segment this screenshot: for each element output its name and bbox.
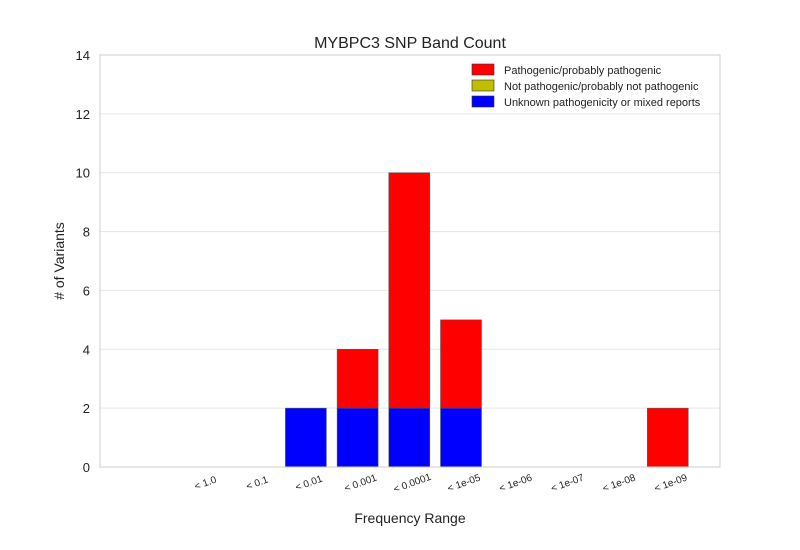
bar-unknown bbox=[440, 407, 482, 468]
bar-unknown bbox=[336, 407, 379, 468]
bar-pathogenic bbox=[336, 349, 379, 409]
legend-label-pathogenic: Pathogenic/probably pathogenic bbox=[504, 65, 662, 77]
x-tick-label: < 1e-05 bbox=[446, 472, 482, 494]
bar-pathogenic bbox=[647, 407, 689, 468]
x-tick-label: < 1.0 bbox=[193, 474, 218, 492]
x-tick-labels: < 1.0 < 0.1 < 0.01 < 0.001 < 0.0001 < 1e-05 < … bbox=[193, 472, 689, 496]
legend-swatch-not-pathogenic bbox=[471, 79, 495, 92]
bar-unknown bbox=[285, 407, 327, 468]
y-tick-label: 14 bbox=[76, 48, 90, 63]
bar-pathogenic bbox=[440, 319, 482, 409]
y-tick-label: 6 bbox=[83, 283, 90, 298]
plot-area-frame bbox=[99, 54, 721, 468]
y-axis-label: # of Variants bbox=[51, 222, 67, 300]
x-tick-label: < 0.01 bbox=[294, 474, 325, 494]
y-tick-label: 10 bbox=[76, 166, 90, 181]
legend-swatch-pathogenic bbox=[471, 63, 495, 76]
x-tick-label: < 0.1 bbox=[245, 474, 270, 492]
x-tick-label: < 1e-08 bbox=[601, 472, 637, 494]
y-tick-label: 2 bbox=[83, 401, 90, 416]
x-tick-label: < 0.001 bbox=[343, 473, 379, 495]
chart-title: MYBPC3 SNP Band Count bbox=[314, 35, 506, 52]
bar-pathogenic bbox=[388, 172, 431, 409]
y-tick-label: 12 bbox=[76, 107, 90, 122]
bars bbox=[285, 172, 689, 468]
x-tick-label: < 1e-06 bbox=[498, 472, 534, 494]
x-tick-label: < 1e-09 bbox=[653, 472, 689, 494]
y-tick-labels: 0 2 4 6 8 10 12 14 bbox=[76, 48, 90, 475]
bar-unknown bbox=[388, 407, 431, 468]
x-tick-label: < 1e-07 bbox=[550, 472, 586, 494]
legend-swatch-unknown bbox=[471, 95, 495, 108]
legend: Pathogenic/probably pathogenic Not patho… bbox=[471, 63, 701, 109]
x-axis-label: Frequency Range bbox=[354, 510, 466, 526]
x-tick-label: < 0.0001 bbox=[392, 472, 433, 496]
y-tick-label: 4 bbox=[83, 342, 90, 357]
y-tick-label: 8 bbox=[83, 225, 90, 240]
y-tick-label: 0 bbox=[83, 460, 90, 475]
legend-label-unknown: Unknown pathogenicity or mixed reports bbox=[504, 97, 701, 109]
legend-label-not-pathogenic: Not pathogenic/probably not pathogenic bbox=[504, 81, 699, 93]
